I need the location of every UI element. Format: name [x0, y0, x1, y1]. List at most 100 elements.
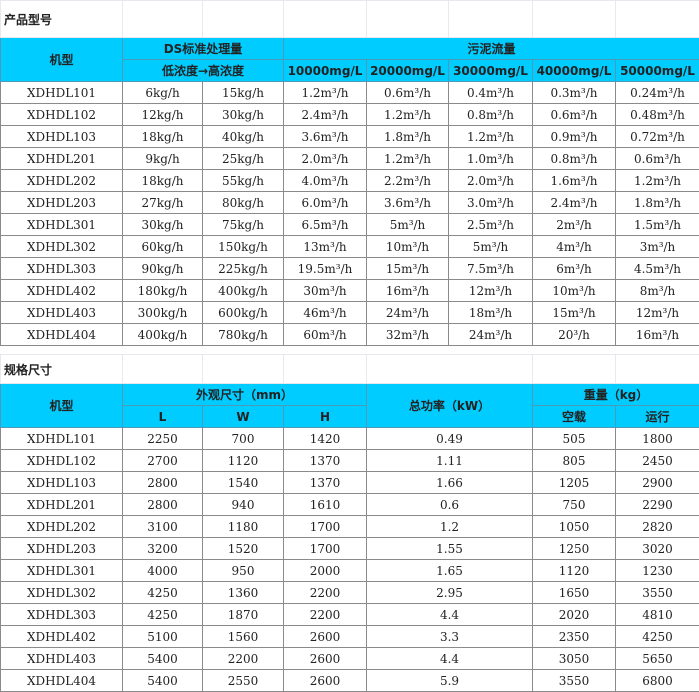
- table-cell: 6kg/h: [122, 81, 203, 104]
- table-row: XDHDL302 4250 1360 2200 2.95 1650 3550: [0, 581, 699, 604]
- table-cell: 1120: [532, 559, 616, 582]
- table-row: XDHDL403 300kg/h 600kg/h 46m³/h 24m³/h 18m³/h…: [0, 301, 699, 324]
- table-cell: 20³/h: [532, 323, 616, 346]
- table-cell: 7.5m³/h: [448, 257, 533, 280]
- table-cell: 3.6m³/h: [283, 125, 367, 148]
- table-cell: 600kg/h: [202, 301, 284, 324]
- table-cell: 780kg/h: [202, 323, 284, 346]
- table-cell: 4.5m³/h: [615, 257, 699, 280]
- ds-header: DS标准处理量: [122, 37, 284, 60]
- table-cell: 0.72m³/h: [615, 125, 699, 148]
- table-cell: XDHDL301: [0, 559, 123, 582]
- model-header: 机型: [0, 383, 123, 428]
- table-cell: 18m³/h: [448, 301, 533, 324]
- table-cell: 1180: [202, 515, 284, 538]
- table-cell: 1230: [615, 559, 699, 582]
- table-cell: 400kg/h: [202, 279, 284, 302]
- table-row: XDHDL101 2250 700 1420 0.49 505 1800: [0, 427, 699, 450]
- table-cell: 0.49: [366, 427, 533, 450]
- table-cell: 950: [202, 559, 284, 582]
- weight-subheader: 运行: [615, 405, 699, 428]
- concentration-header: 40000mg/L: [532, 59, 616, 82]
- table-cell: 3200: [122, 537, 203, 560]
- table-cell: 1360: [202, 581, 284, 604]
- table-cell: 2600: [283, 647, 367, 670]
- table-cell: 2200: [283, 603, 367, 626]
- table-cell: 1650: [532, 581, 616, 604]
- table-cell: 2250: [122, 427, 203, 450]
- table-cell: 0.8m³/h: [532, 147, 616, 170]
- table-row: XDHDL403 5400 2200 2600 4.4 3050 5650: [0, 647, 699, 670]
- table-cell: 1.6m³/h: [532, 169, 616, 192]
- table-cell: 5.9: [366, 669, 533, 692]
- table-cell: 180kg/h: [122, 279, 203, 302]
- table-cell: 30kg/h: [122, 213, 203, 236]
- table-cell: XDHDL301: [0, 213, 123, 236]
- table-cell: XDHDL303: [0, 603, 123, 626]
- table-cell: 18kg/h: [122, 169, 203, 192]
- table-cell: 1.2m³/h: [366, 147, 449, 170]
- table-cell: XDHDL103: [0, 125, 123, 148]
- table-row: XDHDL404 400kg/h 780kg/h 60m³/h 32m³/h 24m³/h…: [0, 323, 699, 346]
- table-cell: 5400: [122, 647, 203, 670]
- table-cell: 2600: [283, 625, 367, 648]
- table-cell: XDHDL103: [0, 471, 123, 494]
- dims-header: 外观尺寸（mm）: [122, 383, 367, 406]
- table-cell: 3550: [532, 669, 616, 692]
- table-cell: 2m³/h: [532, 213, 616, 236]
- table-cell: 2820: [615, 515, 699, 538]
- table-cell: 10m³/h: [366, 235, 449, 258]
- flow-header: 污泥流量: [283, 37, 699, 60]
- table-cell: 0.6m³/h: [532, 103, 616, 126]
- table-cell: 32m³/h: [366, 323, 449, 346]
- table-cell: 2200: [283, 581, 367, 604]
- table-row: XDHDL301 4000 950 2000 1.65 1120 1230: [0, 559, 699, 582]
- table-cell: 2000: [283, 559, 367, 582]
- table-cell: XDHDL203: [0, 191, 123, 214]
- specs-table: 规格尺寸 机型 外观尺寸（mm） 总功率（kW） 重量（kg） L W H 空载 运行 …: [0, 354, 699, 692]
- table-cell: 5100: [122, 625, 203, 648]
- table-cell: 2.95: [366, 581, 533, 604]
- table-cell: 1.0m³/h: [448, 147, 533, 170]
- table-cell: 5m³/h: [448, 235, 533, 258]
- table-cell: 1250: [532, 537, 616, 560]
- concentration-header: 20000mg/L: [366, 59, 449, 82]
- table-cell: 1800: [615, 427, 699, 450]
- table-cell: 30kg/h: [202, 103, 284, 126]
- table-cell: 0.48m³/h: [615, 103, 699, 126]
- table-cell: 2350: [532, 625, 616, 648]
- table-cell: XDHDL101: [0, 427, 123, 450]
- table-cell: 1.65: [366, 559, 533, 582]
- dimension-header: W: [202, 405, 284, 428]
- table-cell: 505: [532, 427, 616, 450]
- table-cell: 0.6m³/h: [615, 147, 699, 170]
- table-cell: XDHDL203: [0, 537, 123, 560]
- table-cell: 55kg/h: [202, 169, 284, 192]
- table-cell: 2.2m³/h: [366, 169, 449, 192]
- table-cell: 6800: [615, 669, 699, 692]
- table-cell: 1520: [202, 537, 284, 560]
- table-cell: 1.11: [366, 449, 533, 472]
- table-row: XDHDL402 5100 1560 2600 3.3 2350 4250: [0, 625, 699, 648]
- table-cell: 6m³/h: [532, 257, 616, 280]
- table-cell: 0.9m³/h: [532, 125, 616, 148]
- table-cell: 1700: [283, 515, 367, 538]
- table-cell: 2800: [122, 471, 203, 494]
- table-cell: 2020: [532, 603, 616, 626]
- table-cell: 1050: [532, 515, 616, 538]
- table-cell: 1.5m³/h: [615, 213, 699, 236]
- table-cell: XDHDL403: [0, 301, 123, 324]
- table-cell: 1.66: [366, 471, 533, 494]
- table-cell: 80kg/h: [202, 191, 284, 214]
- section-title: 规格尺寸: [0, 354, 123, 384]
- table-row: XDHDL103 2800 1540 1370 1.66 1205 2900: [0, 471, 699, 494]
- table-cell: 6.0m³/h: [283, 191, 367, 214]
- table-row: XDHDL203 27kg/h 80kg/h 6.0m³/h 3.6m³/h 3.0m³/…: [0, 191, 699, 214]
- table-cell: 225kg/h: [202, 257, 284, 280]
- table-cell: 4810: [615, 603, 699, 626]
- table-cell: 5m³/h: [366, 213, 449, 236]
- table-cell: XDHDL402: [0, 279, 123, 302]
- section-title: 产品型号: [0, 0, 123, 38]
- table-cell: 1370: [283, 471, 367, 494]
- table-cell: 0.24m³/h: [615, 81, 699, 104]
